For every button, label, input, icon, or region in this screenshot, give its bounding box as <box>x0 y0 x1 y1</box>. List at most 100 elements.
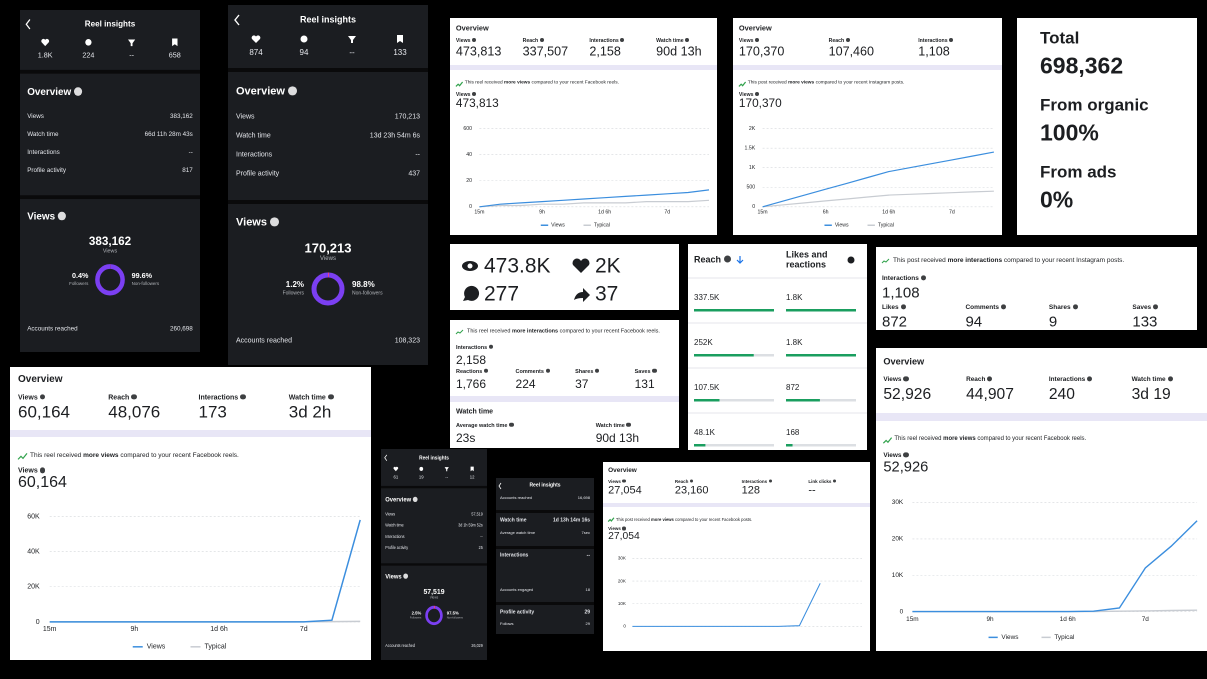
stat-value: 874 <box>249 48 263 57</box>
panel-overview: Overview Views 170,370 Reach 107,460 Interact… <box>733 18 1002 235</box>
row-label: Accounts reached <box>236 337 293 345</box>
y-tick-label: 0 <box>623 624 626 629</box>
donut-value: 2.5% <box>411 610 422 616</box>
note-part: This reel received <box>30 452 82 460</box>
row-label: Profile activity <box>236 170 280 178</box>
row-label: Watch time <box>385 523 404 528</box>
row-value: 1d 13h 14m 16s <box>553 517 590 524</box>
metric-value: 107,460 <box>828 44 875 59</box>
data-line <box>762 190 994 208</box>
stat-value: 277 <box>484 282 520 306</box>
comment-icon <box>85 38 92 46</box>
metric-label: Views <box>18 394 45 401</box>
separator <box>228 200 428 204</box>
chart-value: 27,054 <box>608 530 640 542</box>
graphics <box>498 482 502 490</box>
note-part: compared to your recent Facebook reels. <box>977 436 1087 443</box>
graphics <box>462 258 590 302</box>
metric-label: Interactions <box>199 394 246 401</box>
share-icon <box>574 288 590 302</box>
note-part: compared to your recent Facebook reels. <box>120 452 239 460</box>
row-label: Views <box>236 113 255 121</box>
metric-label: Comments <box>516 369 550 376</box>
panel-icon-stats: 473.8K 2K 277 37 <box>450 244 679 310</box>
donut-segment <box>95 264 125 296</box>
graphics: 0 10K 20K 30K <box>607 517 862 629</box>
data-line <box>762 151 995 208</box>
stat-value: -- <box>129 50 134 60</box>
save-icon <box>172 38 178 47</box>
metric-label: Link clicks <box>808 479 836 484</box>
section-title: Overview <box>18 374 63 386</box>
bar-track <box>786 399 856 402</box>
panel-interactions: This reel received more interactions com… <box>450 320 679 448</box>
band <box>450 64 717 71</box>
band <box>10 429 371 438</box>
row-label: Profile activity <box>500 609 535 616</box>
x-tick-label: 7d <box>949 210 955 216</box>
donut-label: Followers <box>409 616 422 620</box>
share-icon <box>444 467 449 472</box>
y-tick-label: 1K <box>749 165 756 171</box>
chart-title: Views <box>608 526 626 532</box>
metric-label: Reactions <box>456 369 488 376</box>
donut-value: 0.4% <box>71 271 89 280</box>
info-icon <box>847 256 855 264</box>
note-part: compared to your recent Instagram posts. <box>815 80 905 86</box>
views-caption: Views <box>429 596 439 600</box>
panel-overview: Overview Views 473,813 Reach 337,507 Interact… <box>450 18 717 235</box>
cell-value: 1.8K <box>786 293 803 302</box>
metric-label: Saves <box>635 369 657 376</box>
data-line <box>479 189 710 208</box>
panel-reach-table: Reach Likes and reactions 337.5K 1.8K 252K 1.… <box>688 244 867 450</box>
donut-value: 1.2% <box>285 280 304 289</box>
chart-title: Views <box>739 92 759 98</box>
comment-icon <box>463 285 480 301</box>
y-tick-label: 20K <box>27 584 40 591</box>
graphics: 0 500 1K 1.5K 2K 15m 6h 1d 6h 7d Views Typical <box>738 81 995 229</box>
note-part: more views <box>83 452 119 460</box>
x-tick-label: 6h <box>823 210 829 216</box>
stat-value: 473.8K <box>484 254 551 278</box>
row-value: -- <box>415 151 420 159</box>
row-label: Watch time <box>27 131 59 138</box>
y-tick-label: 2K <box>749 126 756 132</box>
graphics: 0 20K 40K 60K 15m 9h 1d 6h 7d Views Typical <box>17 452 361 651</box>
views-total: 170,213 <box>304 240 352 256</box>
y-tick-label: 10K <box>618 601 626 606</box>
x-tick-label: 9h <box>539 210 545 216</box>
metric-value: 37 <box>575 377 589 391</box>
comment-icon <box>300 35 308 43</box>
donut-label: Followers <box>69 281 89 287</box>
stat-value: 61 <box>393 474 399 480</box>
save-icon <box>397 35 403 43</box>
panel-dark-list: Reel insights Accounts reached 16,698 Watch… <box>496 478 594 634</box>
trend-icon <box>882 437 893 444</box>
cell-value: 168 <box>786 428 800 437</box>
bar <box>694 444 706 447</box>
metric-value: 2,158 <box>456 353 487 367</box>
legend-label: Views <box>551 223 565 229</box>
metric-value: -- <box>808 484 816 497</box>
bar <box>786 399 820 402</box>
note-part: compared to your recent Facebook reels. <box>531 80 619 86</box>
note-part: more views <box>504 80 531 86</box>
metric-value: 90d 13h <box>656 44 702 59</box>
metric-value: 94 <box>965 313 983 330</box>
donut-label: Non-followers <box>131 281 160 287</box>
share-icon <box>128 39 136 47</box>
note-part: This reel received <box>894 436 942 443</box>
note: This post received more views compared t… <box>616 517 752 522</box>
data-line <box>632 583 821 627</box>
screen-title: Reel insights <box>529 482 561 489</box>
bar-track <box>694 444 774 447</box>
cell-value: 48.1K <box>694 428 715 437</box>
metric-value: 872 <box>882 313 908 330</box>
donut-label: Non-followers <box>352 290 383 297</box>
chart-value: 473,813 <box>455 95 499 110</box>
x-tick-label: 15m <box>906 616 919 623</box>
eye-pupil <box>467 263 473 269</box>
y-tick-label: 20K <box>618 578 626 583</box>
metric-label: Comments <box>965 304 1006 311</box>
donut-segment <box>425 605 443 626</box>
